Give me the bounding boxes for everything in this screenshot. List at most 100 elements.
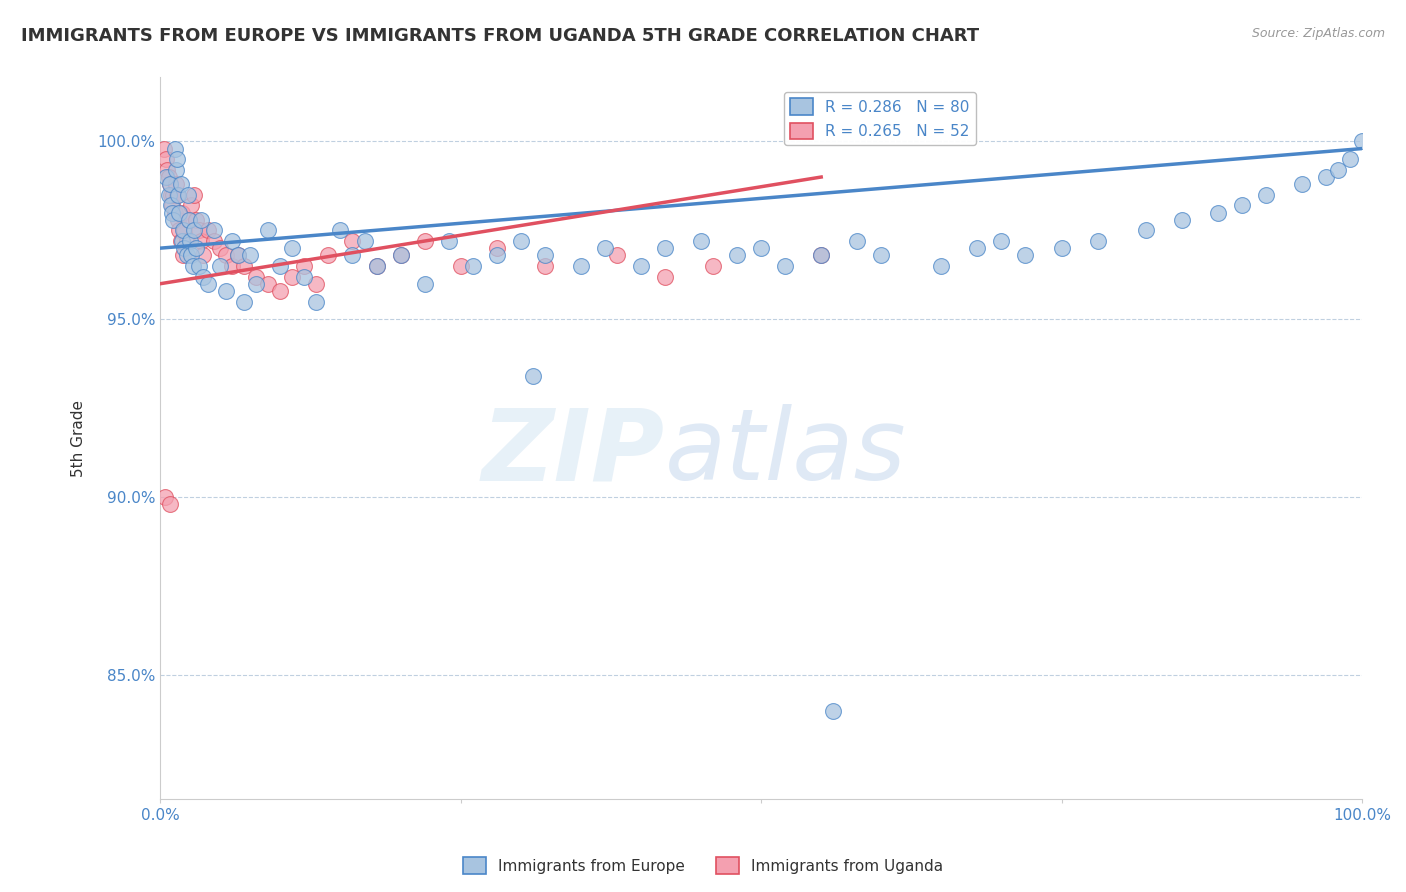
Point — [221, 234, 243, 248]
Point — [155, 169, 177, 184]
Point — [162, 187, 184, 202]
Point — [690, 234, 713, 248]
Point — [186, 212, 208, 227]
Point — [187, 223, 209, 237]
Point — [245, 277, 267, 291]
Point — [1254, 187, 1277, 202]
Point — [269, 284, 291, 298]
Point — [228, 248, 250, 262]
Point — [389, 248, 412, 262]
Point — [215, 284, 238, 298]
Point — [329, 223, 352, 237]
Point — [160, 187, 183, 202]
Point — [156, 162, 179, 177]
Point — [159, 177, 181, 191]
Point — [846, 234, 869, 248]
Point — [221, 259, 243, 273]
Point — [163, 142, 186, 156]
Point — [183, 223, 205, 237]
Point — [823, 704, 845, 718]
Point — [153, 142, 176, 156]
Point — [257, 277, 280, 291]
Point — [177, 187, 200, 202]
Legend: R = 0.286   N = 80, R = 0.265   N = 52: R = 0.286 N = 80, R = 0.265 N = 52 — [785, 92, 976, 145]
Point — [215, 248, 238, 262]
Point — [166, 153, 188, 167]
Point — [233, 259, 256, 273]
Point — [172, 223, 194, 237]
Point — [1206, 205, 1229, 219]
Point — [702, 259, 724, 273]
Point — [450, 259, 472, 273]
Point — [1014, 248, 1036, 262]
Point — [533, 259, 555, 273]
Point — [167, 187, 190, 202]
Point — [170, 205, 193, 219]
Legend: Immigrants from Europe, Immigrants from Uganda: Immigrants from Europe, Immigrants from … — [457, 851, 949, 880]
Point — [1230, 198, 1253, 212]
Point — [162, 212, 184, 227]
Point — [177, 212, 200, 227]
Point — [197, 277, 219, 291]
Point — [197, 223, 219, 237]
Point — [153, 490, 176, 504]
Point — [269, 259, 291, 273]
Point — [1315, 169, 1337, 184]
Point — [167, 212, 190, 227]
Point — [163, 205, 186, 219]
Point — [593, 241, 616, 255]
Point — [166, 187, 188, 202]
Point — [233, 294, 256, 309]
Point — [160, 205, 183, 219]
Point — [209, 259, 232, 273]
Point — [749, 241, 772, 255]
Point — [342, 248, 364, 262]
Point — [155, 153, 177, 167]
Point — [569, 259, 592, 273]
Point — [170, 234, 193, 248]
Point — [159, 497, 181, 511]
Point — [1170, 212, 1192, 227]
Point — [1327, 162, 1350, 177]
Point — [342, 234, 364, 248]
Point — [179, 234, 201, 248]
Point — [176, 234, 198, 248]
Point — [160, 198, 183, 212]
Point — [245, 269, 267, 284]
Point — [485, 248, 508, 262]
Point — [281, 269, 304, 284]
Point — [165, 177, 187, 191]
Point — [186, 241, 208, 255]
Point — [169, 234, 191, 248]
Point — [159, 177, 181, 191]
Point — [177, 212, 200, 227]
Point — [931, 259, 953, 273]
Point — [413, 234, 436, 248]
Point — [169, 205, 191, 219]
Text: IMMIGRANTS FROM EUROPE VS IMMIGRANTS FROM UGANDA 5TH GRADE CORRELATION CHART: IMMIGRANTS FROM EUROPE VS IMMIGRANTS FRO… — [21, 27, 979, 45]
Point — [239, 248, 262, 262]
Point — [176, 248, 198, 262]
Point — [209, 241, 232, 255]
Point — [522, 369, 544, 384]
Point — [461, 259, 484, 273]
Point — [725, 248, 748, 262]
Point — [202, 234, 225, 248]
Point — [366, 259, 388, 273]
Point — [160, 198, 183, 212]
Point — [181, 259, 204, 273]
Point — [1135, 223, 1157, 237]
Point — [172, 248, 194, 262]
Point — [157, 169, 180, 184]
Point — [193, 269, 215, 284]
Point — [190, 212, 212, 227]
Point — [157, 187, 180, 202]
Point — [173, 223, 195, 237]
Point — [966, 241, 988, 255]
Point — [353, 234, 375, 248]
Point — [654, 241, 676, 255]
Text: Source: ZipAtlas.com: Source: ZipAtlas.com — [1251, 27, 1385, 40]
Point — [183, 187, 205, 202]
Point — [1339, 153, 1361, 167]
Point — [773, 259, 796, 273]
